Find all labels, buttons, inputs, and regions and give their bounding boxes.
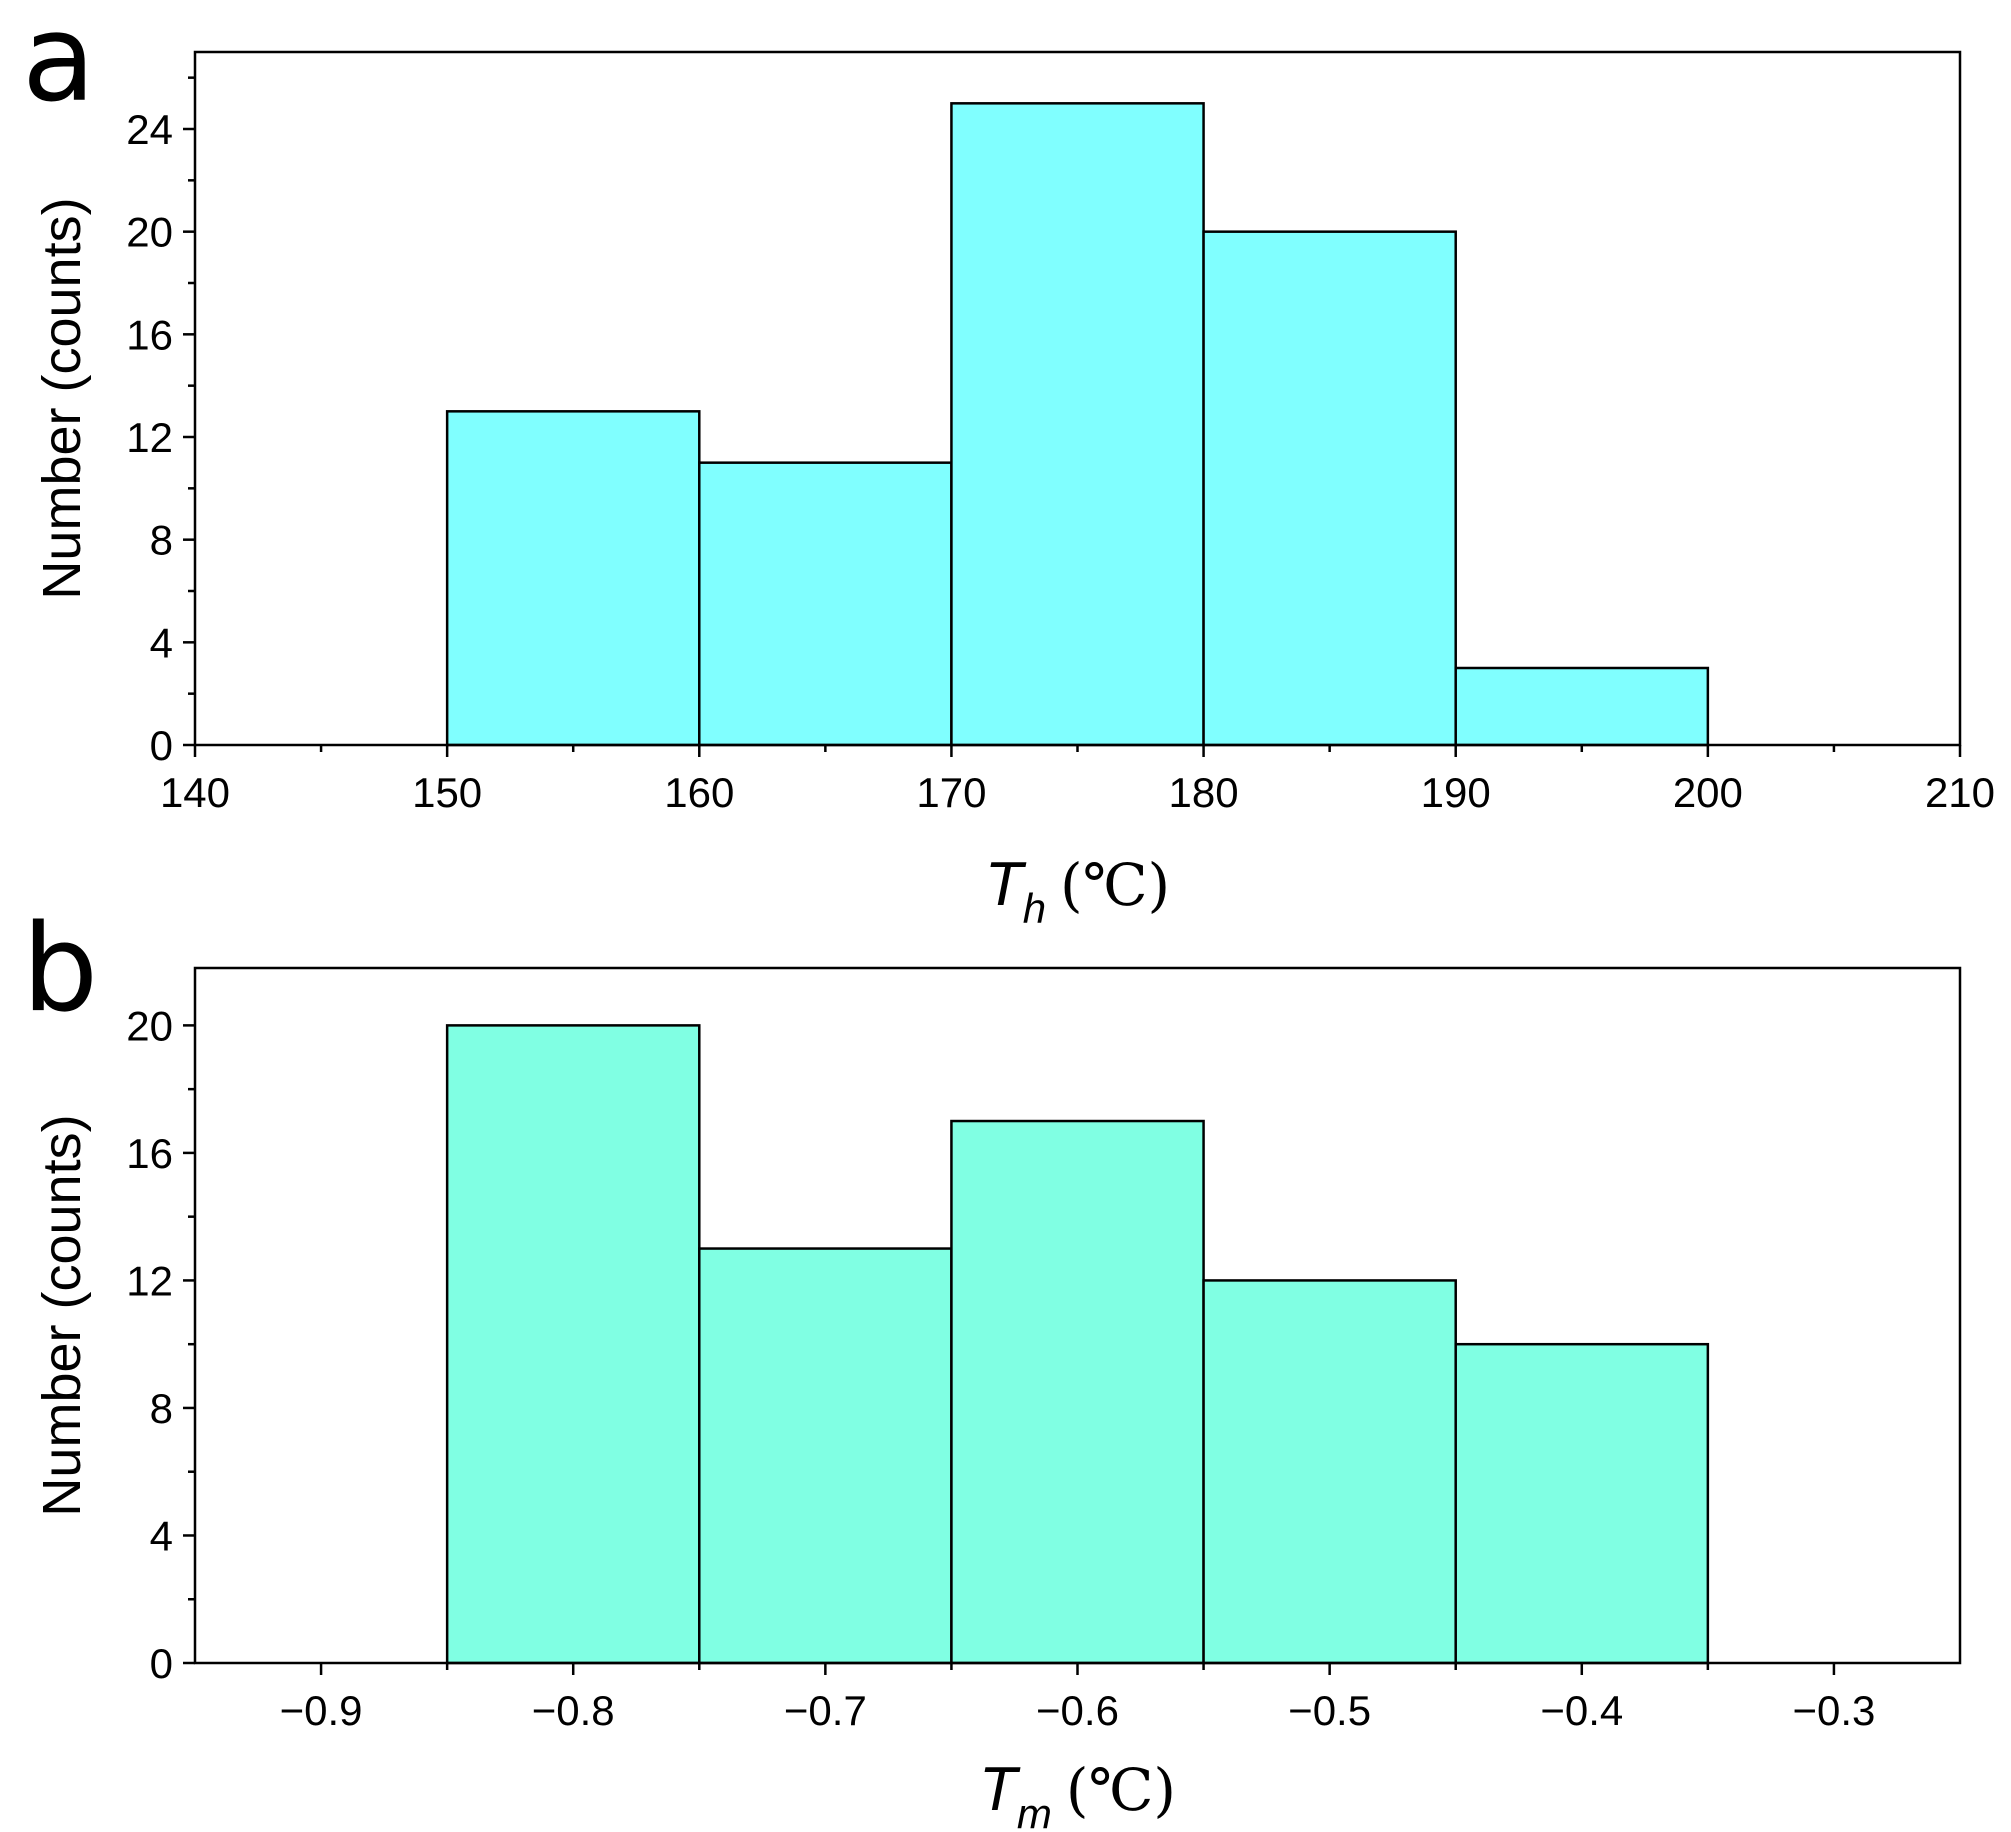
x-axis-label: Tm (℃): [979, 1755, 1176, 1832]
y-tick-label: 8: [150, 517, 173, 564]
y-tick-label: 20: [126, 1002, 173, 1049]
histogram-bar: [1202, 230, 1457, 747]
x-tick-label: −0.8: [532, 1687, 615, 1734]
panel-label: a: [22, 0, 96, 129]
x-tick-label: 210: [1925, 769, 1995, 816]
x-tick-label: −0.9: [280, 1687, 363, 1734]
y-axis-label: Number (counts): [32, 1114, 92, 1516]
x-tick-label: −0.6: [1036, 1687, 1119, 1734]
histogram-bar: [698, 1247, 953, 1665]
y-tick-label: 4: [150, 619, 173, 666]
y-tick-label: 0: [150, 1640, 173, 1687]
y-tick-label: 16: [126, 1130, 173, 1177]
histogram-bar: [1454, 1342, 1710, 1665]
y-axis-label: Number (counts): [32, 197, 92, 599]
chart-panel-b: b −0.9 −0.8 −0.7 −0.6 −0.5 −0.4 −0.3 0 4 8 12 16 20 N…: [22, 900, 1962, 1832]
histogram-bar: [950, 1119, 1205, 1665]
x-tick-label: −0.4: [1540, 1687, 1623, 1734]
x-tick-label: −0.7: [784, 1687, 867, 1734]
histogram-bar: [445, 1024, 701, 1665]
chart-panel-a: a 140 150 160 170 180 190 200 210 0 4 8 12 16 20 24 Num…: [22, 0, 1995, 932]
y-tick-label: 12: [126, 1257, 173, 1304]
y-tick-label: 20: [126, 209, 173, 256]
x-tick-label: 150: [412, 769, 482, 816]
y-tick-label: 8: [150, 1385, 173, 1432]
x-tick-label: 200: [1673, 769, 1743, 816]
x-tick-label: −0.3: [1792, 1687, 1875, 1734]
histogram-bar: [1202, 1279, 1457, 1665]
x-tick-label: 180: [1169, 769, 1239, 816]
histogram-bar: [698, 461, 953, 747]
x-tick-label: 190: [1421, 769, 1491, 816]
x-tick-label: 140: [160, 769, 230, 816]
y-tick-label: 16: [126, 311, 173, 358]
x-axis-label: Th (℃): [985, 850, 1170, 932]
x-tick-label: 160: [664, 769, 734, 816]
y-tick-label: 0: [150, 722, 173, 769]
histogram-bar: [950, 102, 1205, 747]
x-tick-label: 170: [916, 769, 986, 816]
y-tick-label: 12: [126, 414, 173, 461]
panel-label: b: [22, 900, 98, 1039]
y-tick-label: 24: [126, 106, 173, 153]
y-tick-label: 4: [150, 1512, 173, 1559]
histogram-bar: [1454, 666, 1710, 747]
histogram-bar: [445, 410, 701, 747]
x-tick-label: −0.5: [1288, 1687, 1371, 1734]
